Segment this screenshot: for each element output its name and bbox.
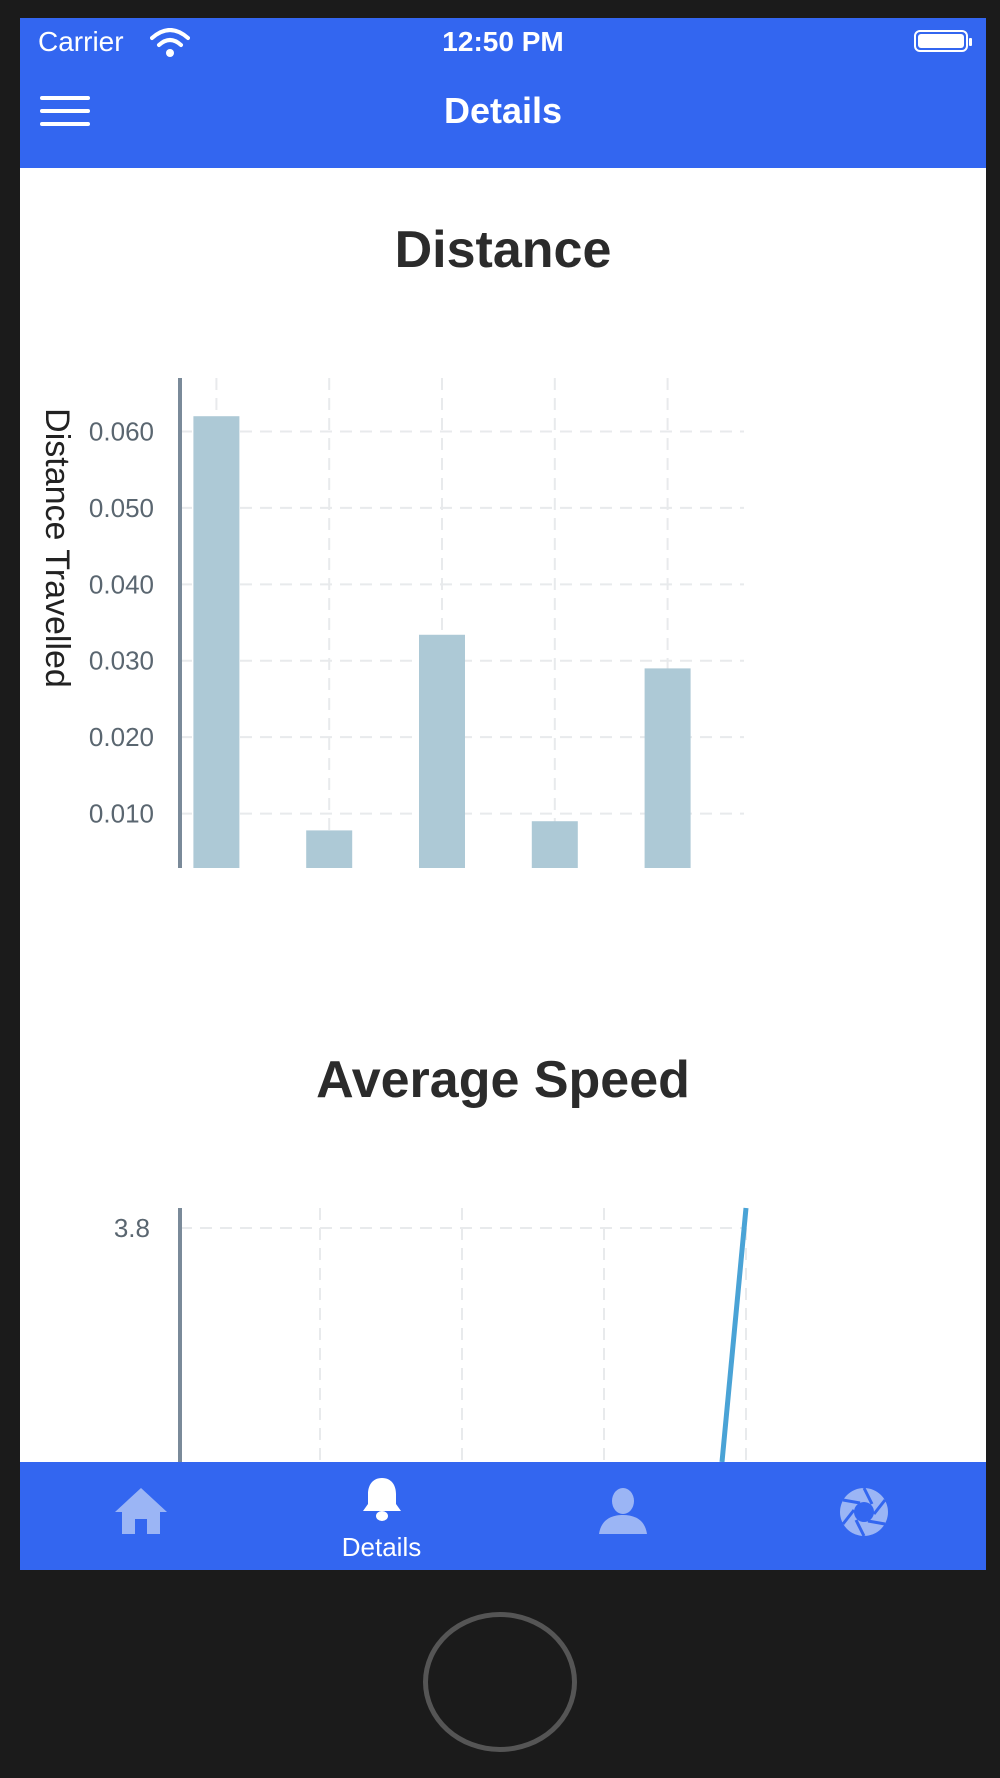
tab-details-label: Details [341,1532,422,1562]
home-icon [114,1488,167,1534]
top-bar: Carrier 12:50 PM Details [20,18,986,168]
aperture-icon [839,1487,888,1537]
page-title: Details [443,90,563,131]
y-tick-label: 0.010 [89,799,154,829]
y-tick-label: 0.030 [89,646,154,676]
y-tick-label: 3.8 [114,1213,150,1243]
phone-screen: Carrier 12:50 PM Details Distance 0.010 0… [20,18,986,1570]
status-time: 12:50 PM [442,26,564,57]
tab-details[interactable]: Details [261,1462,502,1570]
y-tick-label: 0.040 [89,569,154,599]
bar [644,668,691,868]
y-axis-label: Distance Travelled [38,408,76,688]
bar [419,634,465,868]
series-line [719,1207,749,1462]
tab-bar: Details [20,1462,986,1570]
battery-icon [914,30,972,52]
average-speed-chart-title: Average Speed [316,1051,690,1109]
tab-profile[interactable] [502,1462,743,1570]
distance-bar-chart: 0.0100.0200.0300.0400.0500.0601.02.03.04… [38,378,744,868]
wifi-icon [150,28,190,57]
details-content[interactable]: Distance 0.0100.0200.0300.0400.0500.0601… [20,168,986,1462]
device-home-button[interactable] [423,1612,577,1752]
y-tick-label: 0.060 [89,416,154,446]
y-tick-label: 0.020 [89,722,154,752]
y-tick-label: 0.050 [89,493,154,523]
tab-camera[interactable] [743,1462,984,1570]
bar [306,830,353,868]
bar [193,416,240,868]
bar [531,821,578,868]
bell-icon [362,1478,401,1521]
average-speed-line-chart: 3.8 [114,1207,749,1462]
status-carrier: Carrier [38,26,124,57]
menu-icon[interactable] [40,96,90,130]
distance-chart-title: Distance [394,221,612,279]
tab-home[interactable] [20,1462,261,1570]
person-icon [598,1488,647,1534]
